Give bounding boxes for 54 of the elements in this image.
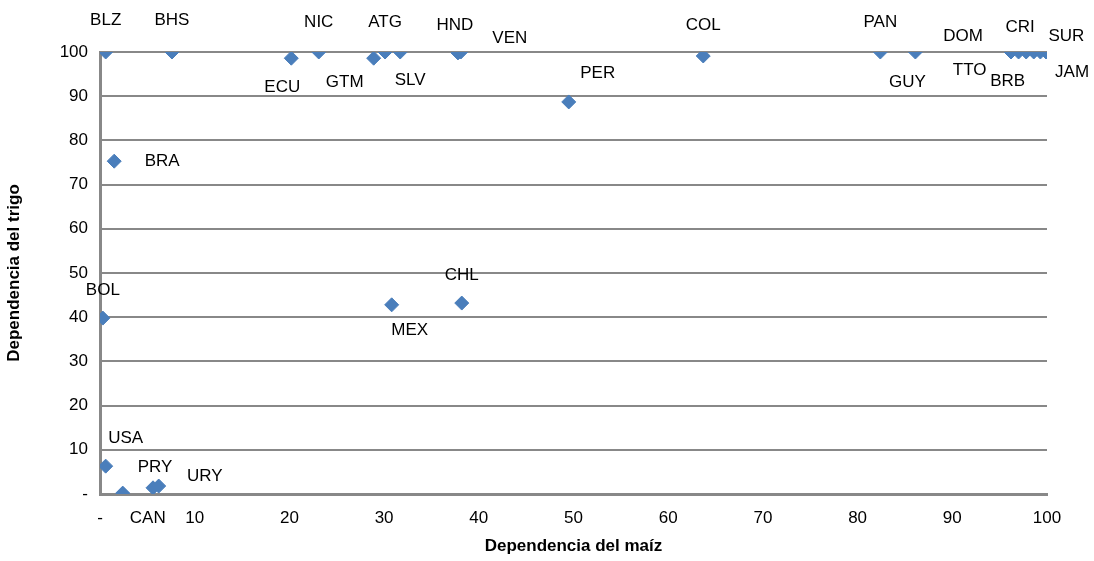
y-tick-label: 100 bbox=[59, 41, 88, 61]
data-label: BHS bbox=[154, 9, 190, 29]
data-label: HND bbox=[436, 14, 474, 34]
y-tick-label: 90 bbox=[69, 85, 88, 105]
data-label: ATG bbox=[368, 11, 402, 31]
y-tick-label: - bbox=[82, 483, 88, 503]
x-tick-label: 60 bbox=[658, 507, 678, 527]
y-tick-label: 10 bbox=[69, 439, 88, 459]
y-tick-label: 40 bbox=[69, 306, 88, 326]
data-label: URY bbox=[186, 465, 223, 485]
x-tick-label: 100 bbox=[1032, 507, 1062, 527]
point bbox=[454, 295, 470, 311]
data-label: NIC bbox=[304, 11, 334, 31]
data-label: SUR bbox=[1048, 25, 1085, 45]
y-tick-label: 70 bbox=[69, 174, 88, 194]
x-axis-title: Dependencia del maíz bbox=[484, 536, 663, 556]
x-tick-label: 90 bbox=[942, 507, 962, 527]
y-tick-label: 30 bbox=[69, 351, 88, 371]
x-tick-label: 80 bbox=[848, 507, 868, 527]
y-axis-title: Dependencia del trigo bbox=[3, 184, 23, 362]
y-tick-label: 80 bbox=[69, 130, 88, 150]
point bbox=[384, 297, 400, 313]
x-tick-label: 10 bbox=[185, 507, 205, 527]
point bbox=[100, 458, 114, 474]
data-label: PAN bbox=[863, 11, 898, 31]
y-tick-label: 50 bbox=[69, 262, 88, 282]
data-label: TTO bbox=[952, 59, 987, 79]
x-tick-label: 30 bbox=[374, 507, 394, 527]
data-label: ECU bbox=[264, 76, 301, 96]
data-label: BLZ bbox=[90, 9, 122, 29]
data-label: DOM bbox=[943, 25, 983, 45]
data-label: COL bbox=[685, 14, 721, 34]
data-label: PRY bbox=[137, 457, 173, 477]
data-label: VEN bbox=[492, 27, 528, 47]
data-label: BOL bbox=[85, 279, 120, 299]
data-label: JAM bbox=[1055, 61, 1090, 81]
x-tick-label: 20 bbox=[279, 507, 299, 527]
x-tick-label: 70 bbox=[753, 507, 773, 527]
data-label: GUY bbox=[888, 71, 926, 91]
data-label: CRI bbox=[1005, 16, 1035, 36]
data-label: PER bbox=[580, 62, 616, 82]
y-tick-label: 60 bbox=[69, 218, 88, 238]
x-tick-label: - bbox=[97, 507, 103, 527]
data-label: SLV bbox=[394, 69, 427, 89]
data-label: BRA bbox=[144, 150, 181, 170]
data-label: GTM bbox=[325, 71, 364, 91]
data-label: USA bbox=[108, 427, 144, 447]
data-label: CHL bbox=[444, 264, 479, 284]
y-tick-label: 20 bbox=[69, 395, 88, 415]
data-label: CAN bbox=[129, 507, 166, 527]
data-label: BRB bbox=[990, 70, 1026, 90]
x-tick-label: 40 bbox=[469, 507, 489, 527]
x-tick-label: 50 bbox=[564, 507, 583, 527]
data-label: MEX bbox=[391, 319, 429, 339]
